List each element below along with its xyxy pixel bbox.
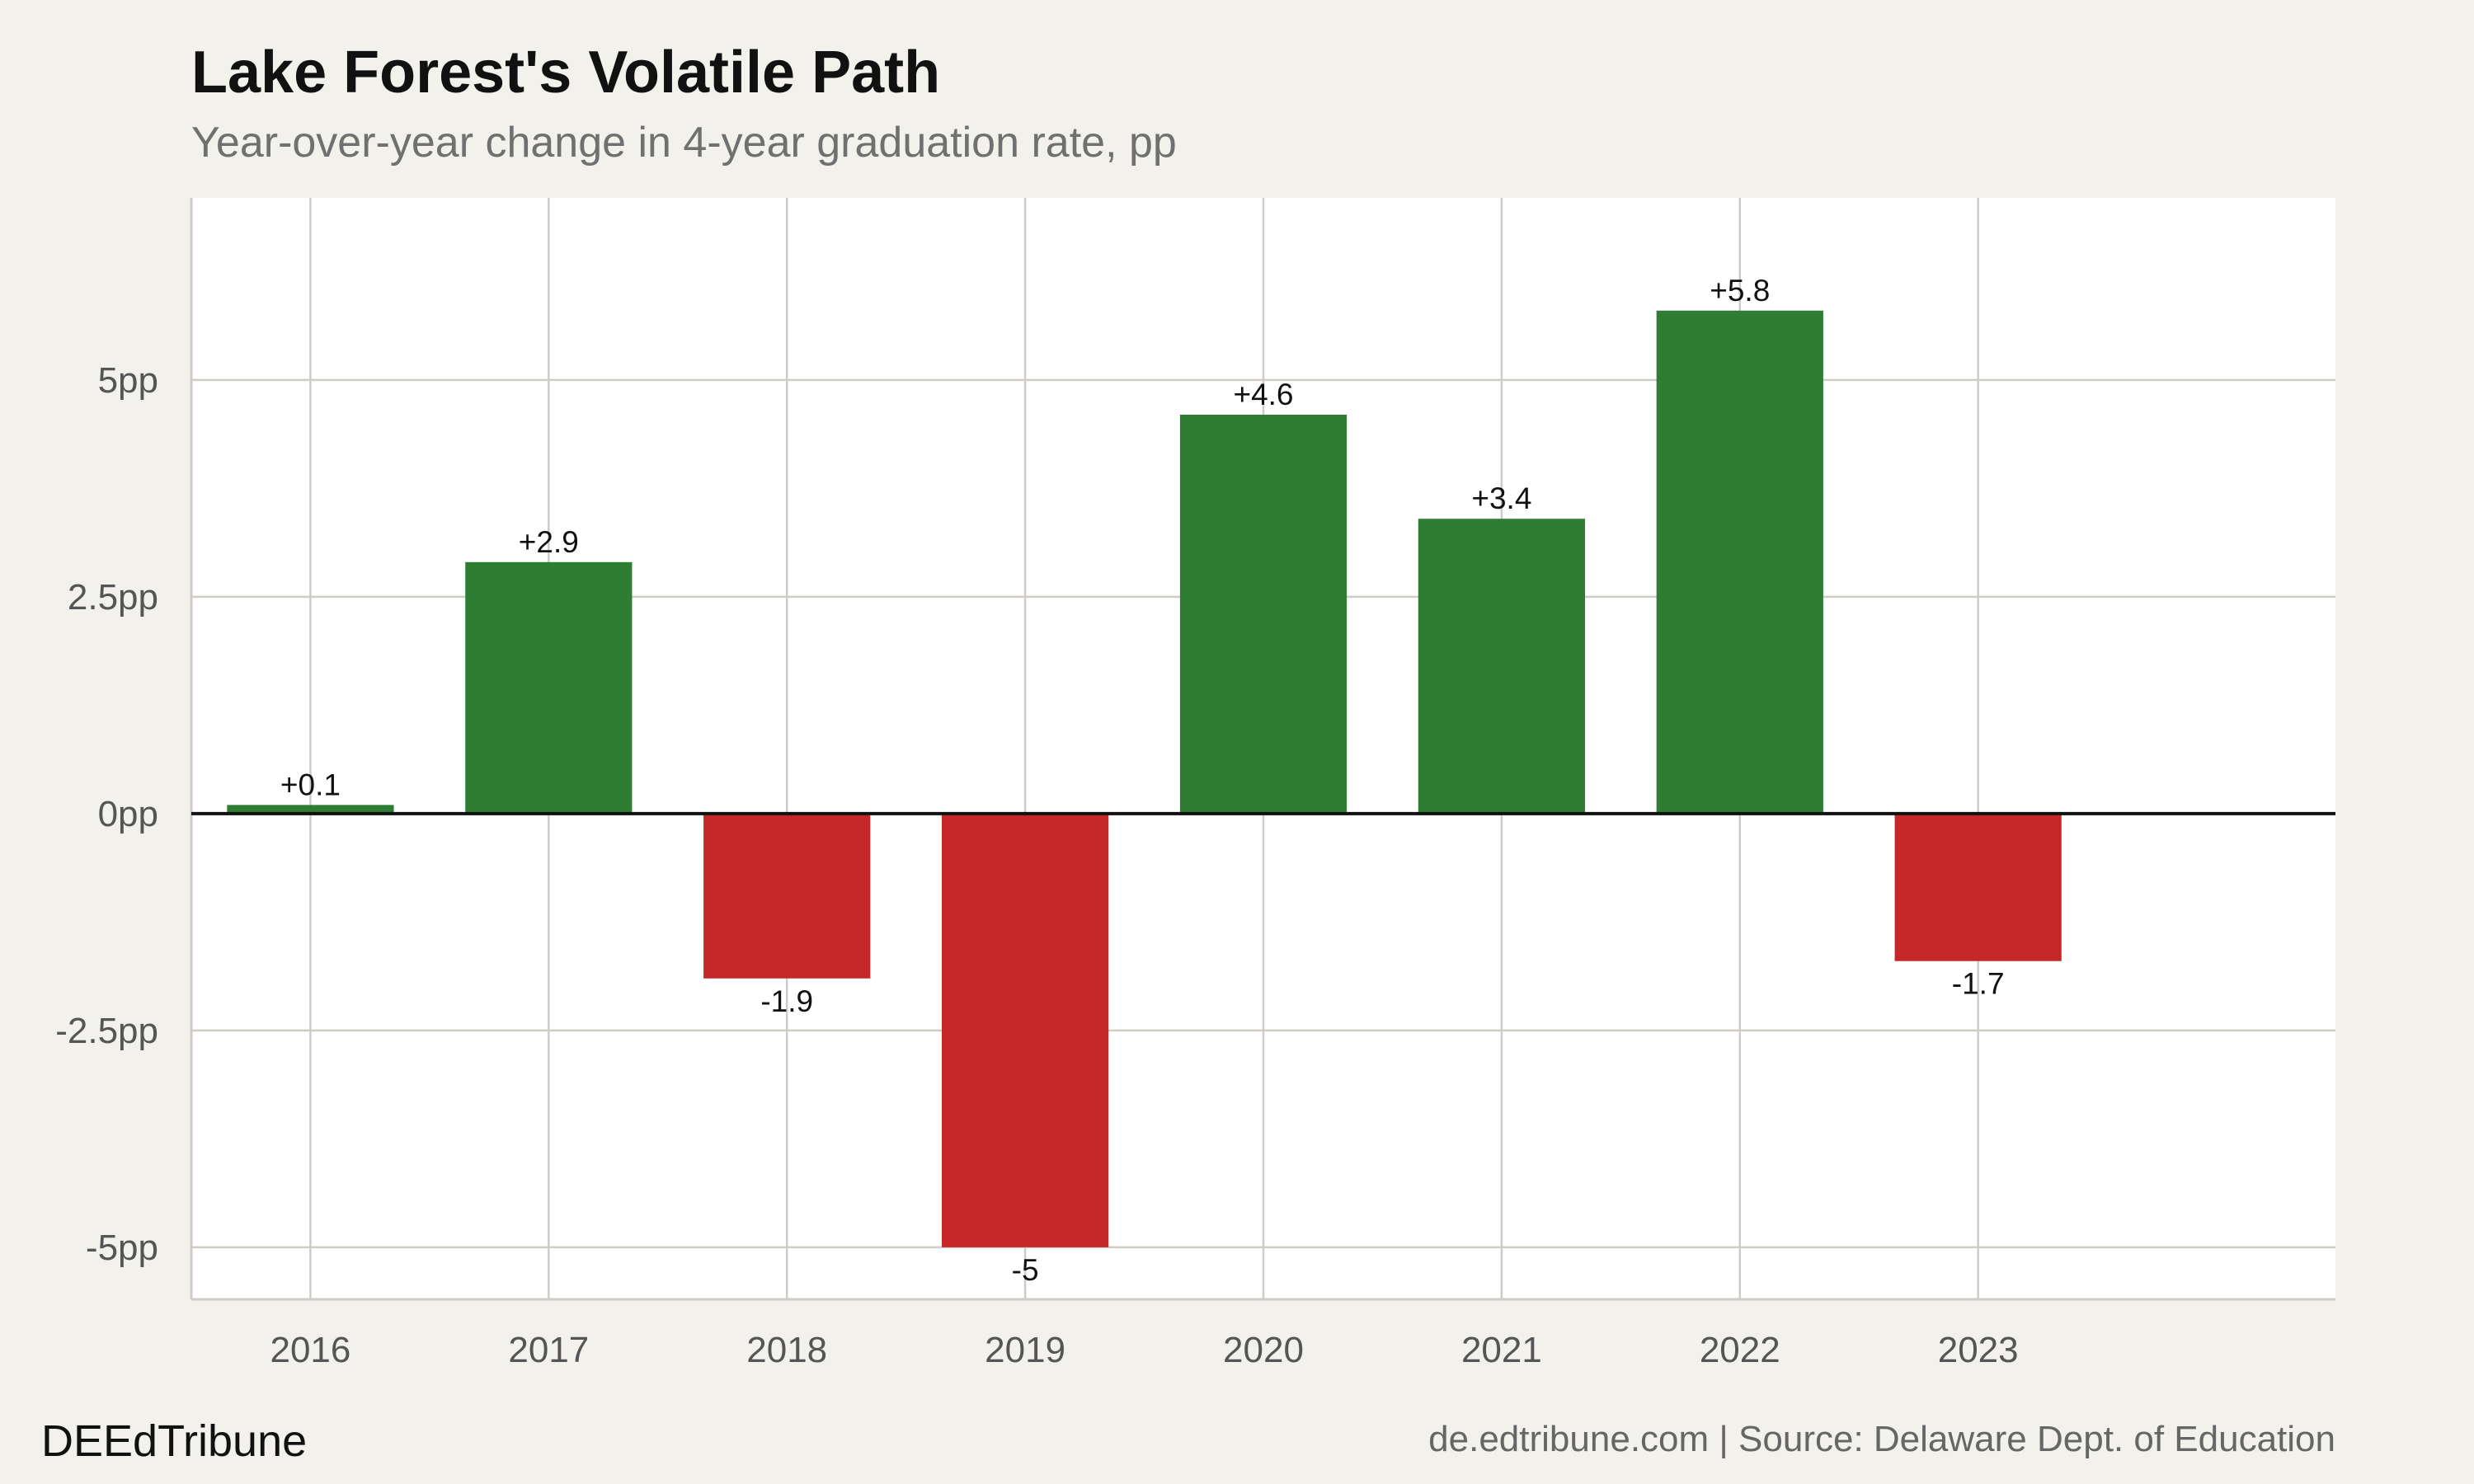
x-tick-label: 2023 xyxy=(1938,1330,2019,1370)
data-label: +3.4 xyxy=(1471,481,1531,515)
y-tick-label: -2.5pp xyxy=(55,1011,158,1051)
bar xyxy=(1656,310,1823,814)
y-tick-label: 0pp xyxy=(98,794,158,834)
labels: -5pp -2.5pp 0pp 2.5pp 5pp 2016 2017 2018 2019 202… xyxy=(55,274,2018,1370)
bar xyxy=(227,805,394,814)
bar xyxy=(1179,414,1348,814)
bar xyxy=(1894,813,2062,961)
x-tick-label: 2021 xyxy=(1461,1330,1542,1370)
x-tick-label: 2017 xyxy=(508,1330,589,1370)
chart-subtitle: Year-over-year change in 4-year graduati… xyxy=(191,119,1177,167)
bar xyxy=(942,813,1109,1247)
bar xyxy=(703,813,871,979)
bar xyxy=(1418,519,1585,814)
x-tick-label: 2019 xyxy=(985,1330,1065,1370)
data-label: -5 xyxy=(1012,1253,1039,1287)
bars xyxy=(227,310,2062,1247)
brand-name: DEEdTribune xyxy=(41,1416,307,1466)
axes xyxy=(190,198,2335,1301)
data-label: +0.1 xyxy=(280,768,341,801)
data-label: -1.7 xyxy=(1952,967,2005,1001)
y-tick-label: -5pp xyxy=(86,1228,158,1268)
x-tick-label: 2022 xyxy=(1700,1330,1780,1370)
y-tick-label: 5pp xyxy=(98,360,158,401)
data-label: +2.9 xyxy=(519,525,579,559)
y-tick-label: 2.5pp xyxy=(68,577,158,618)
source-credit: de.edtribune.com | Source: Delaware Dept… xyxy=(1428,1419,2335,1459)
chart-title: Lake Forest's Volatile Path xyxy=(191,40,940,106)
data-label: +4.6 xyxy=(1233,378,1293,411)
x-tick-label: 2016 xyxy=(270,1330,350,1370)
x-tick-label: 2018 xyxy=(746,1330,827,1370)
bar xyxy=(465,561,633,814)
data-label: +5.8 xyxy=(1710,274,1770,308)
x-tick-label: 2020 xyxy=(1223,1330,1304,1370)
data-label: -1.9 xyxy=(760,984,813,1018)
